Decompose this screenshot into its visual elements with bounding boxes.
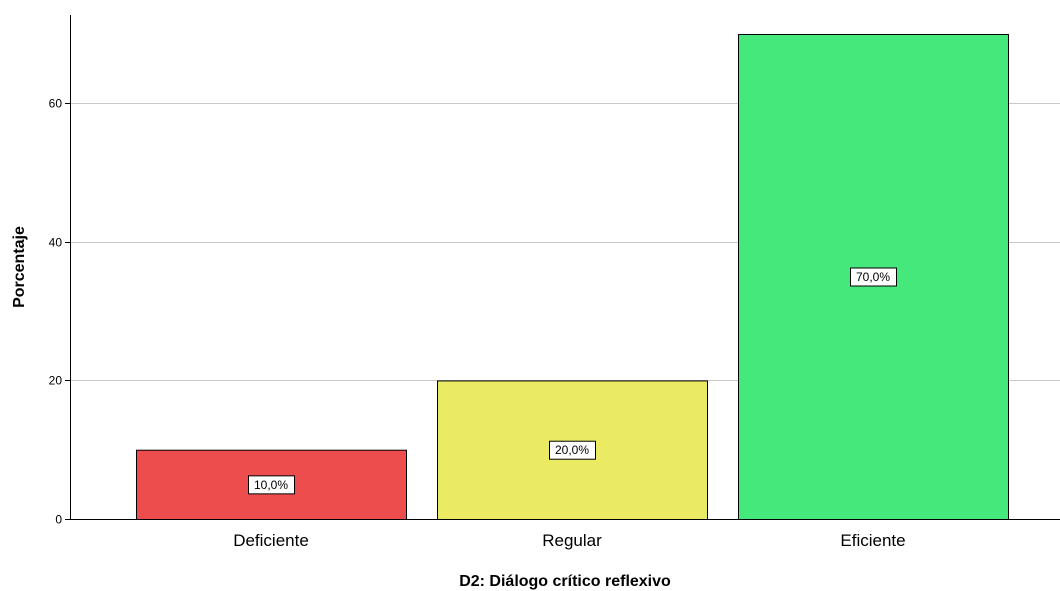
data-label: 70,0% [856,270,890,284]
x-tick-label: Regular [542,531,602,550]
data-label-box [549,440,596,460]
y-ticks: 0 20 40 60 [49,97,70,527]
y-tick-label: 40 [49,236,63,250]
x-tick-label: Eficiente [840,531,905,550]
data-labels: 10,0% 20,0% 70,0% [248,267,897,495]
y-tick-label: 0 [55,513,62,527]
data-label-box [248,475,295,495]
data-label: 20,0% [555,443,589,457]
y-tick-label: 60 [49,97,63,111]
y-tick-label: 20 [49,374,63,388]
x-tick-label: Deficiente [233,531,309,550]
data-label-box [850,267,897,287]
x-axis-title: D2: Diálogo crítico reflexivo [459,573,671,590]
x-category-labels: Deficiente Regular Eficiente [233,531,905,550]
data-label: 10,0% [254,478,288,492]
y-axis-title: Porcentaje [11,226,28,308]
